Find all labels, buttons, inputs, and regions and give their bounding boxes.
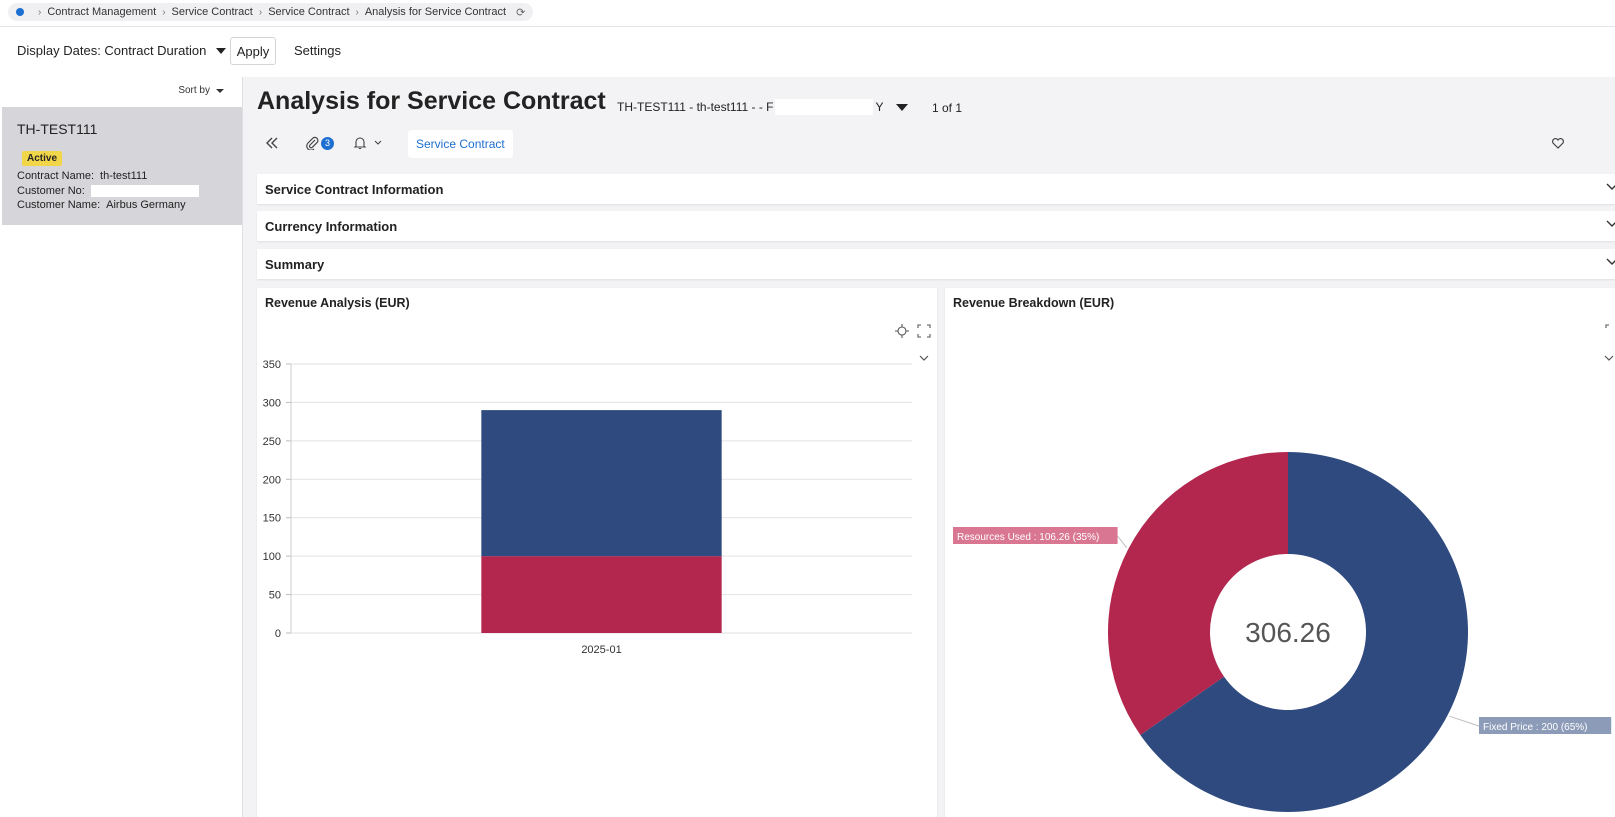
y-tick-label: 350 (263, 359, 281, 371)
breadcrumb-bar: › Contract Management › Service Contract… (0, 0, 1615, 26)
chevron-down-icon (374, 140, 382, 145)
caret-down-icon (895, 103, 908, 111)
display-dates-dropdown[interactable]: Display Dates: Contract Duration (17, 43, 227, 58)
service-contract-button[interactable]: Service Contract (408, 130, 513, 158)
expand-icon[interactable] (1605, 324, 1615, 338)
y-tick-label: 200 (263, 474, 281, 486)
chevron-right-icon: › (355, 6, 359, 18)
y-tick-label: 250 (263, 436, 281, 448)
caret-down-icon (216, 47, 227, 54)
breadcrumb-item[interactable]: Service Contract (171, 6, 253, 18)
customer-no-line: Customer No: (17, 185, 199, 198)
donut-center-label: 306.26 (1245, 617, 1331, 648)
collapse-list-button[interactable] (265, 128, 279, 158)
donut-slice (1108, 452, 1288, 736)
bar-segment (481, 556, 722, 633)
double-chevron-left-icon (266, 137, 278, 149)
record-id: TH-TEST111 (17, 121, 98, 137)
customer-name-line: Customer Name: Airbus Germany (17, 199, 186, 211)
bar-segment (481, 410, 722, 557)
customer-no-label: Customer No: (17, 185, 85, 197)
display-dates-label: Display Dates: Contract Duration (17, 43, 207, 58)
slice-label: Resources Used : 106.26 (35%) (957, 532, 1099, 543)
slice-label-connector (1449, 715, 1480, 727)
heart-icon (1552, 138, 1564, 149)
caret-down-icon (216, 88, 224, 93)
notifications-button[interactable] (353, 128, 383, 158)
chevron-right-icon: › (38, 6, 42, 18)
contract-name-line: Contract Name: th-test111 (17, 170, 147, 182)
chevron-right-icon: › (162, 6, 166, 18)
redacted-value (775, 99, 874, 115)
sort-by-label: Sort by (178, 85, 210, 96)
section-service-contract-information[interactable]: Service Contract Information (257, 174, 1615, 204)
toolbar: Display Dates: Contract Duration Apply S… (0, 26, 1615, 77)
sort-by-dropdown[interactable]: Sort by (178, 85, 224, 96)
redacted-value (90, 185, 199, 198)
chevron-down-icon[interactable] (918, 354, 930, 364)
revenue-breakdown-card: Revenue Breakdown (EUR) Fixed Price : 20… (945, 288, 1615, 817)
revenue-breakdown-chart: Fixed Price : 200 (65%) Resources Used : … (953, 452, 1612, 812)
y-tick-label: 300 (263, 397, 281, 409)
page-count: 1 of 1 (932, 101, 963, 115)
section-title: Currency Information (265, 219, 398, 234)
paperclip-icon (306, 136, 319, 150)
record-selector-prefix: TH-TEST111 - th-test111 - - F (617, 100, 774, 114)
contract-name-label: Contract Name: (17, 170, 95, 182)
record-list-panel: Sort by TH-TEST111 Active Contract Name:… (0, 77, 243, 817)
action-row: 3 Service Contract (257, 128, 1615, 160)
home-icon[interactable] (16, 8, 24, 16)
section-title: Summary (265, 257, 325, 272)
chevron-down-icon (1606, 220, 1615, 227)
y-tick-label: 100 (263, 551, 281, 563)
slice-label-box (953, 527, 1118, 544)
customer-name-value: Airbus Germany (106, 199, 186, 211)
breadcrumb-item[interactable]: Service Contract (268, 6, 350, 18)
status-badge: Active (22, 151, 63, 166)
donut-slice (1140, 452, 1468, 812)
chevron-down-icon (1606, 258, 1615, 265)
slice-label-connector (1117, 535, 1128, 549)
attachments-count-badge: 3 (321, 136, 334, 150)
bell-icon (353, 137, 367, 150)
favorite-button[interactable] (1551, 128, 1565, 158)
contract-name-value: th-test111 (100, 170, 148, 182)
expand-icon[interactable] (917, 324, 931, 338)
section-summary[interactable]: Summary (257, 249, 1615, 279)
refresh-icon[interactable]: ⟳ (516, 6, 526, 19)
revenue-analysis-chart: 0 50 100 150 200 250 300 350 2025-01 (263, 359, 912, 656)
chart-title: Revenue Breakdown (EUR) (953, 296, 1115, 310)
breadcrumb: › Contract Management › Service Contract… (8, 3, 534, 21)
record-selector-suffix: Y (875, 100, 884, 114)
chevron-down-icon (1606, 183, 1615, 190)
crosshair-icon[interactable] (895, 324, 909, 338)
page-title: Analysis for Service Contract (257, 87, 606, 115)
section-title: Service Contract Information (265, 182, 444, 197)
settings-button[interactable]: Settings (294, 43, 341, 58)
x-tick-label: 2025-01 (581, 644, 621, 656)
slice-label: Fixed Price : 200 (65%) (1483, 722, 1588, 733)
attachments-button[interactable]: 3 (305, 128, 334, 158)
slice-label-box (1479, 717, 1612, 734)
y-tick-label: 50 (269, 590, 281, 602)
breadcrumb-item[interactable]: Contract Management (47, 6, 157, 18)
y-tick-label: 0 (275, 628, 281, 640)
record-selector[interactable]: TH-TEST111 - th-test111 - - F Y (617, 99, 908, 115)
chevron-down-icon[interactable] (1603, 354, 1615, 364)
section-currency-information[interactable]: Currency Information (257, 211, 1615, 241)
revenue-analysis-card: Revenue Analysis (EUR) 0 50 100 150 200 250 30… (257, 288, 937, 817)
customer-name-label: Customer Name: (17, 199, 101, 211)
y-tick-label: 150 (263, 513, 281, 525)
record-card[interactable]: TH-TEST111 Active Contract Name: th-test1… (2, 107, 242, 225)
chevron-right-icon: › (258, 6, 263, 18)
breadcrumb-item-current: Analysis for Service Contract (364, 6, 507, 18)
apply-button[interactable]: Apply (230, 37, 276, 65)
chart-title: Revenue Analysis (EUR) (265, 296, 410, 310)
